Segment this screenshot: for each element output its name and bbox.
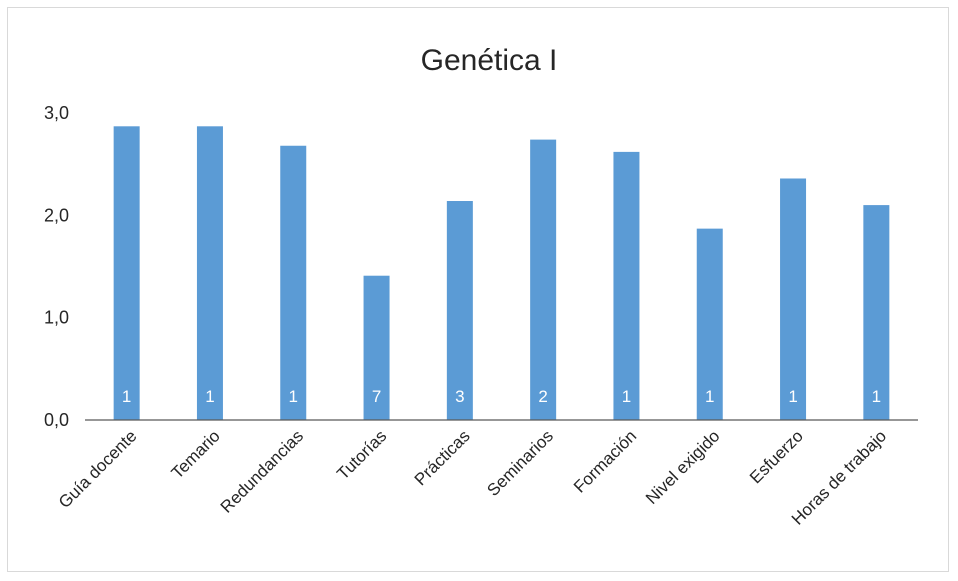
x-tick-label: Formación <box>570 426 640 496</box>
bar-data-label: 1 <box>705 387 714 406</box>
bar-data-label: 7 <box>372 387 381 406</box>
bar <box>113 126 140 420</box>
x-tick-label: Temario <box>168 426 224 482</box>
x-tick-label: Seminarios <box>483 426 557 500</box>
bar <box>696 228 723 420</box>
y-tick-label: 0,0 <box>44 410 69 430</box>
y-tick-label: 3,0 <box>44 103 69 123</box>
bar <box>446 201 473 420</box>
bar-data-label: 3 <box>455 387 464 406</box>
x-tick-label: Esfuerzo <box>746 426 807 487</box>
y-tick-label: 2,0 <box>44 205 69 225</box>
y-axis: 0,0 1,0 2,0 3,0 <box>44 103 69 430</box>
bar-data-label: 1 <box>289 387 298 406</box>
y-tick-label: 1,0 <box>44 308 69 328</box>
x-tick-label: Redundancias <box>217 426 307 516</box>
bar <box>530 139 557 420</box>
bar <box>280 145 307 420</box>
bar-data-label: 1 <box>788 387 797 406</box>
chart-title: Genética I <box>421 44 558 77</box>
bar <box>196 126 223 420</box>
bar-data-label: 2 <box>538 387 547 406</box>
bar-data-label: 1 <box>122 387 131 406</box>
x-tick-label: Prácticas <box>411 426 474 489</box>
x-tick-label: Nivel exigido <box>642 426 724 508</box>
bar <box>613 151 640 421</box>
bar-data-label: 1 <box>205 387 214 406</box>
x-tick-label: Guía docente <box>55 426 141 512</box>
bar-data-label: 1 <box>622 387 631 406</box>
bar <box>363 275 390 420</box>
bar-data-label: 1 <box>872 387 881 406</box>
bar <box>780 178 807 420</box>
bar <box>863 205 890 420</box>
x-tick-label: Tutorías <box>333 426 390 483</box>
